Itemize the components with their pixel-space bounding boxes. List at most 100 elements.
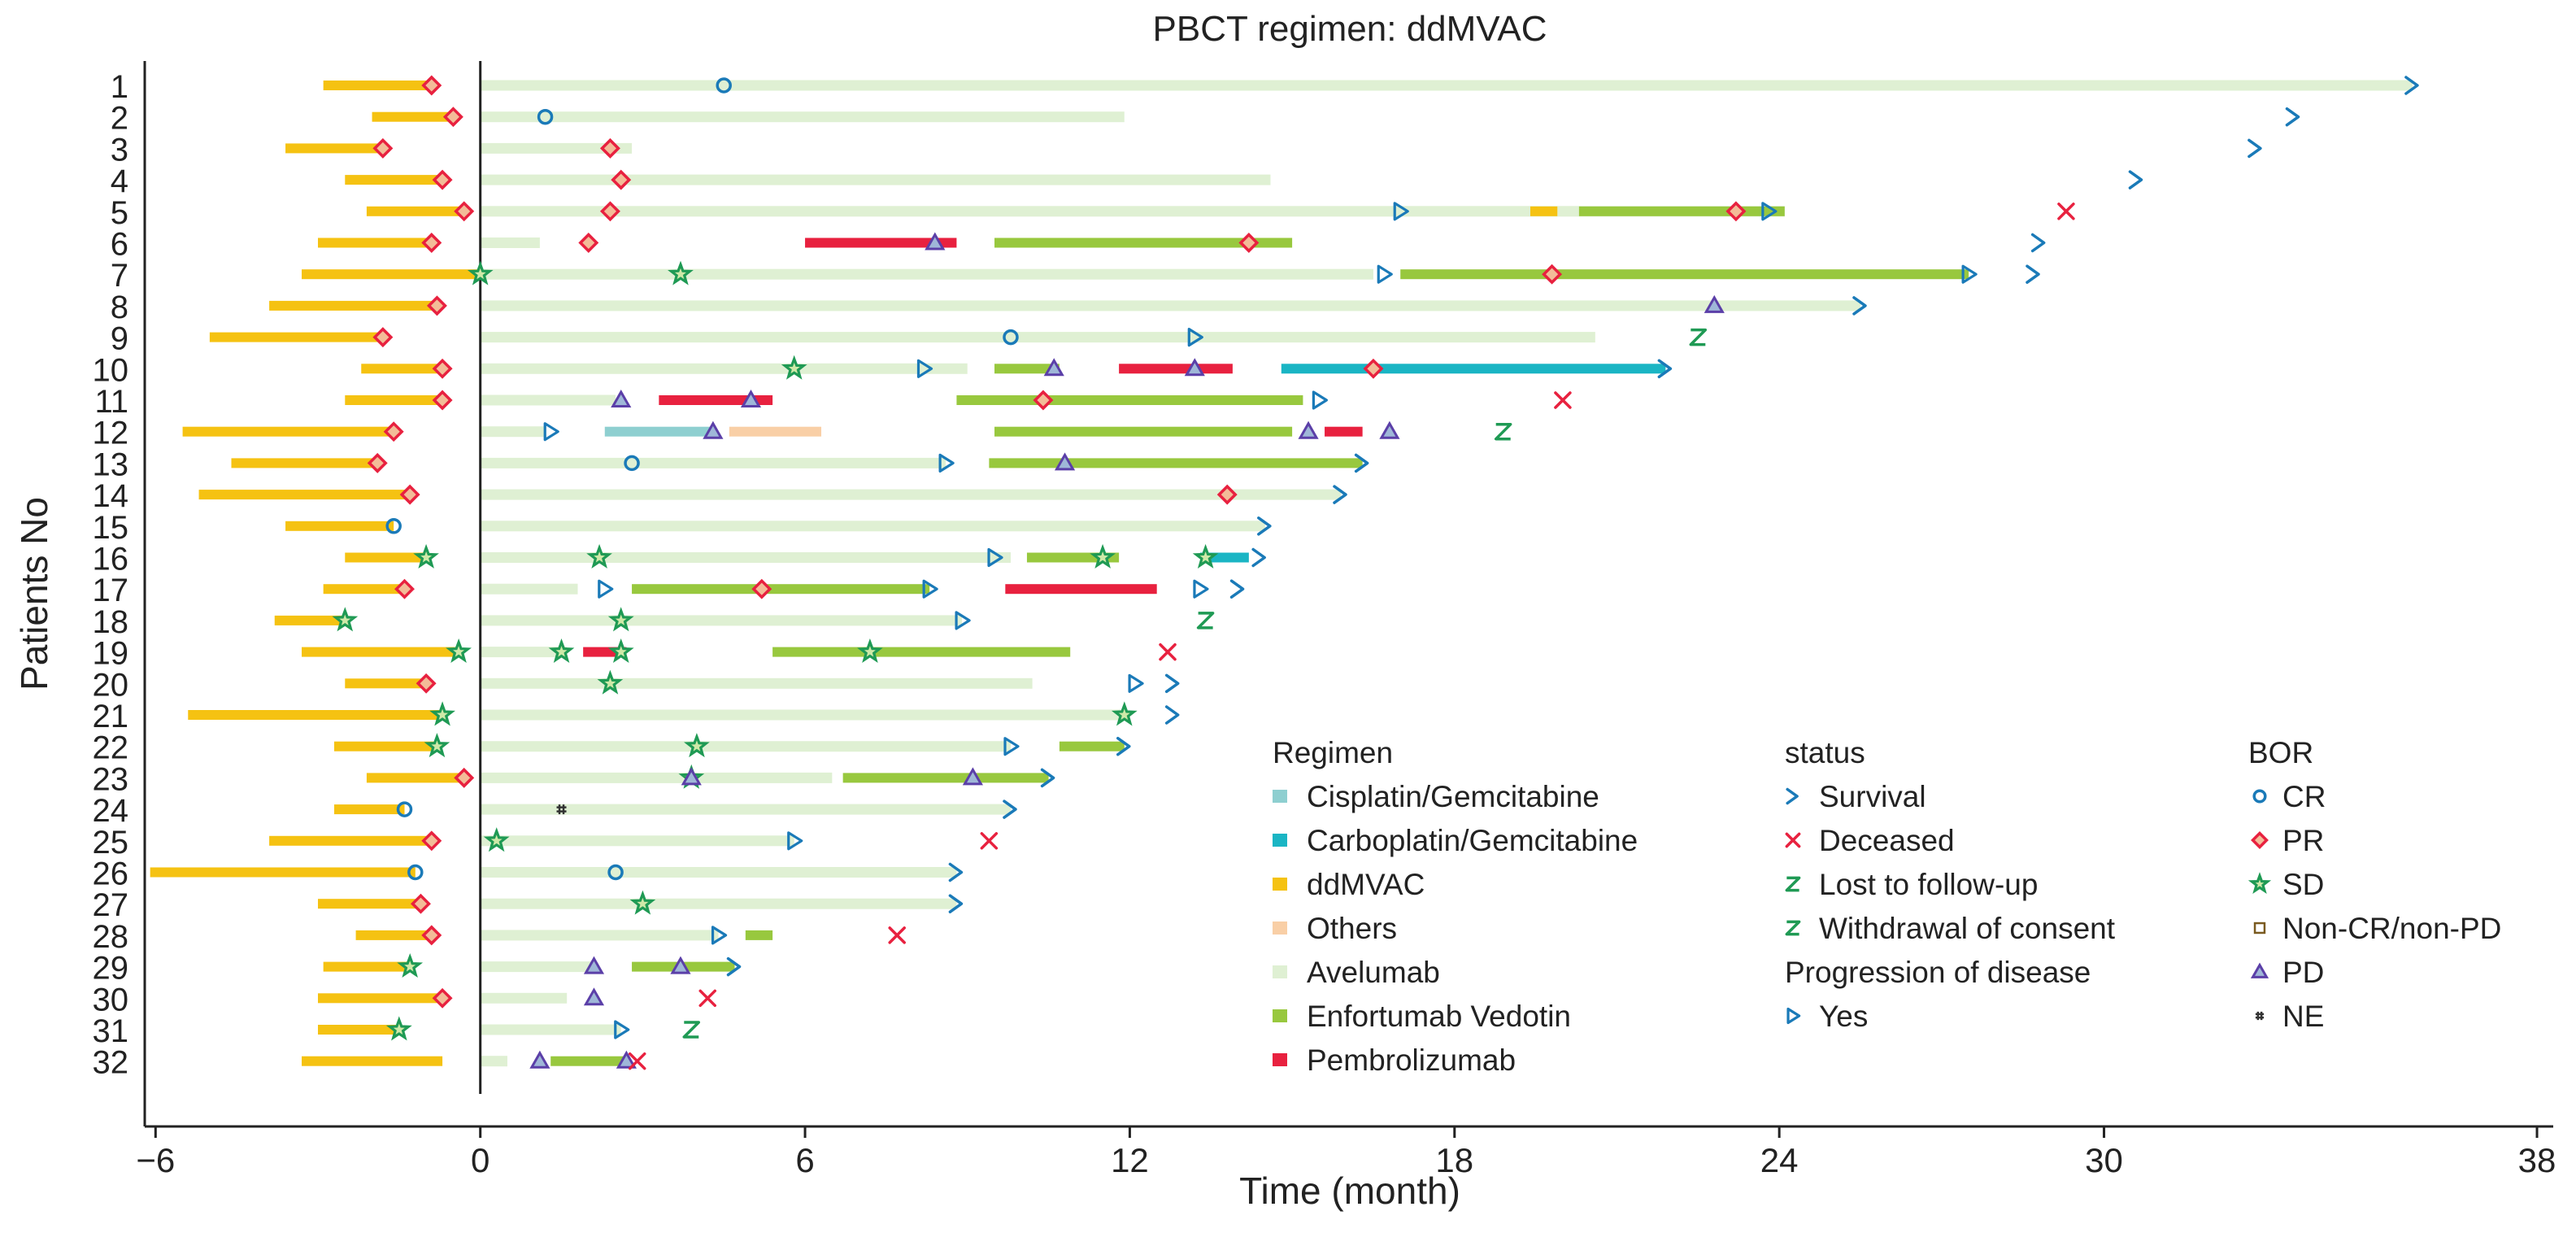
marker-pd [1379,420,1400,439]
bar-pembro [1005,584,1157,595]
marker-surv [948,894,964,913]
marker-sd [483,827,510,852]
legend-progression-title: Progression of disease [1785,956,2091,989]
marker-surv [1354,453,1369,473]
bar-ev [1400,269,1969,280]
patient-label: 6 [111,227,128,263]
bar-avelumab [480,930,719,941]
legend-swatch-pembro [1273,1053,1287,1066]
bar-ddmvac [372,111,454,122]
bar-ev [956,395,1303,405]
marker-pr [432,358,453,379]
legend-label: Pembrolizumab [1307,1043,1516,1077]
marker-pd [1054,452,1076,471]
bar-avelumab [480,677,1033,689]
marker-pd [1298,420,1319,439]
marker-pd [616,1050,637,1069]
marker-pr [1363,358,1384,379]
marker-surv [1333,485,1347,504]
legend-marker-pd [2250,962,2269,978]
bar-cisgem [604,426,713,437]
x-tick-label: −6 [136,1141,175,1179]
patient-label: 14 [93,478,129,514]
bar-avelumab [480,583,578,595]
marker-prog [1003,737,1020,756]
marker-pr [432,169,453,190]
bar-avelumab [480,835,794,847]
marker-pd [740,389,762,407]
legend-label: Carboplatin/Gemcitabine [1307,824,1638,857]
bar-ddmvac [285,521,394,531]
bar-avelumab [480,521,1265,532]
legend-label: Cisplatin/Gemcitabine [1307,780,1599,813]
patient-label: 21 [93,699,129,734]
marker-sd [467,260,494,285]
marker-pr [454,201,475,222]
marker-pr [1238,233,1260,253]
marker-lost [682,1021,701,1039]
bar-carbogem [1281,364,1666,374]
marker-pr [611,169,632,190]
marker-pr [421,925,442,946]
bar-pembro [1325,426,1363,437]
marker-cr [624,455,640,472]
legend-regimen-title: Regimen [1273,736,1393,769]
legend-label: Others [1307,912,1397,945]
marker-pr [421,233,442,253]
marker-surv [726,956,742,977]
legend-label: Lost to follow-up [1819,868,2038,901]
legend-label: Non-CR/non-PD [2282,912,2501,945]
bar-avelumab [480,1024,621,1035]
legend-marker-noncr [2253,921,2266,935]
x-tick-label: 30 [2085,1141,2123,1179]
marker-dec [698,989,716,1008]
bar-ddmvac [345,552,427,563]
bar-avelumab [480,1056,507,1067]
bar-avelumab [480,426,546,438]
patient-label: 28 [93,919,129,955]
marker-cr [607,864,624,881]
bar-avelumab [480,741,1011,752]
bar-ddmvac [150,867,416,878]
marker-surv [2285,107,2300,127]
marker-prog [1393,202,1409,221]
patient-label: 32 [93,1045,129,1081]
patient-label: 2 [111,101,128,137]
marker-cr [385,518,402,534]
bar-ddmvac [317,237,432,248]
marker-prog [922,579,938,599]
marker-surv [1852,296,1867,316]
bar-ddmvac [345,175,443,185]
patient-labels: 1234567891011121314151617181920212223242… [93,69,129,1081]
marker-pr [599,201,620,222]
bar-ev [632,584,930,595]
bar-ddmvac [333,804,405,815]
patient-label: 9 [111,321,128,357]
legend-swatch-cisgem [1273,790,1287,803]
marker-dec [1554,391,1572,409]
marker-sd [332,607,359,632]
marker-pr [410,893,431,914]
patient-label: 17 [93,573,129,608]
patient-label: 4 [111,163,128,199]
bar-avelumab [480,268,1373,280]
bar-ev [994,364,1060,374]
patient-label: 10 [93,352,129,388]
legend-marker-surv [1786,787,1799,805]
marker-sd [1192,543,1219,569]
marker-prog [598,579,614,599]
patient-label: 23 [93,761,129,797]
patient-label: 22 [93,730,129,766]
bar-ev [989,458,1363,468]
bar-avelumab [480,647,568,658]
bar-avelumab [480,394,616,406]
bar-avelumab [480,709,1125,721]
patient-label: 19 [93,636,129,672]
bar-avelumab [480,489,1342,500]
marker-prog [916,359,933,378]
patient-label: 25 [93,825,129,860]
marker-pr [454,767,475,788]
marker-pd [703,420,724,439]
bar-ddmvac [231,458,378,468]
marker-dec [1159,643,1177,661]
